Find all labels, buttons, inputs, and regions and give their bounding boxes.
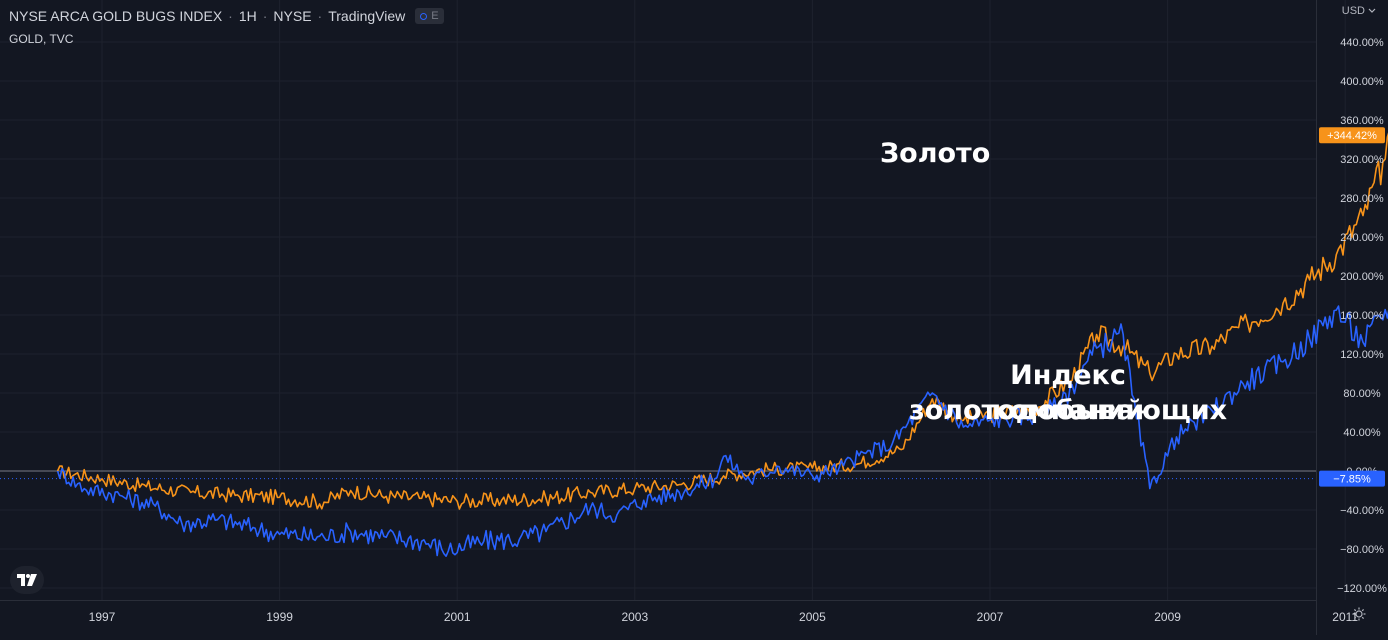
x-tick-label: 2005 [799, 610, 826, 624]
y-tick-label: 400.00% [1340, 76, 1384, 88]
exchange-label: NYSE [273, 8, 312, 24]
gold-last-value-badge [1319, 127, 1385, 144]
chart-legend-header: NYSE ARCA GOLD BUGS INDEX · 1H · NYSE · … [9, 6, 444, 26]
index-last-value-badge-text: −7.85% [1333, 474, 1371, 486]
earnings-badge-label: E [431, 10, 439, 22]
y-tick-label: 120.00% [1340, 349, 1384, 361]
x-tick-label: 1999 [266, 610, 293, 624]
symbol-title[interactable]: NYSE ARCA GOLD BUGS INDEX [9, 8, 223, 24]
source-label: TradingView [328, 8, 406, 24]
y-tick-label: 40.00% [1343, 427, 1381, 439]
interval-label[interactable]: 1H [238, 8, 257, 24]
compare-symbol-label[interactable]: GOLD, TVC [9, 32, 74, 46]
y-tick-label: −80.00% [1340, 544, 1384, 556]
y-tick-label: −40.00% [1340, 505, 1384, 517]
y-tick-label: 200.00% [1340, 271, 1384, 283]
index-annotation-line2: компаний [991, 395, 1145, 426]
y-tick-label: 280.00% [1340, 193, 1384, 205]
index-last-value-badge [1319, 470, 1385, 487]
y-tick-label: 240.00% [1340, 232, 1384, 244]
x-tick-label: 2001 [444, 610, 471, 624]
y-tick-label: 440.00% [1340, 37, 1384, 49]
status-circle-icon [420, 12, 428, 20]
x-tick-label: 2009 [1154, 610, 1181, 624]
gold-last-value-badge-text: +344.42% [1327, 130, 1377, 142]
gold-series-line [56, 132, 1388, 510]
index-series-line [56, 305, 1388, 557]
gold-annotation: Золото [880, 138, 991, 169]
tradingview-logo-icon [17, 574, 37, 586]
currency-selector[interactable]: USD [1342, 5, 1376, 17]
x-tick-label: 1997 [89, 610, 116, 624]
x-tick-label: 2007 [977, 610, 1004, 624]
tradingview-logo[interactable] [10, 566, 44, 594]
x-tick-label: 2011 [1332, 610, 1358, 624]
y-tick-label: 80.00% [1343, 388, 1381, 400]
y-tick-label: 360.00% [1340, 115, 1384, 127]
index-annotation-line1: Индекс золотодобывающих [908, 360, 1228, 426]
earnings-badge[interactable]: E [415, 8, 444, 24]
settings-gear-icon[interactable] [1352, 607, 1366, 621]
y-tick-label: 320.00% [1340, 154, 1384, 166]
x-tick-label: 2003 [621, 610, 648, 624]
chevron-down-icon [1368, 8, 1376, 13]
currency-label: USD [1341, 5, 1365, 17]
y-tick-label: 160.00% [1340, 310, 1384, 322]
y-tick-label: −120.00% [1337, 583, 1387, 595]
